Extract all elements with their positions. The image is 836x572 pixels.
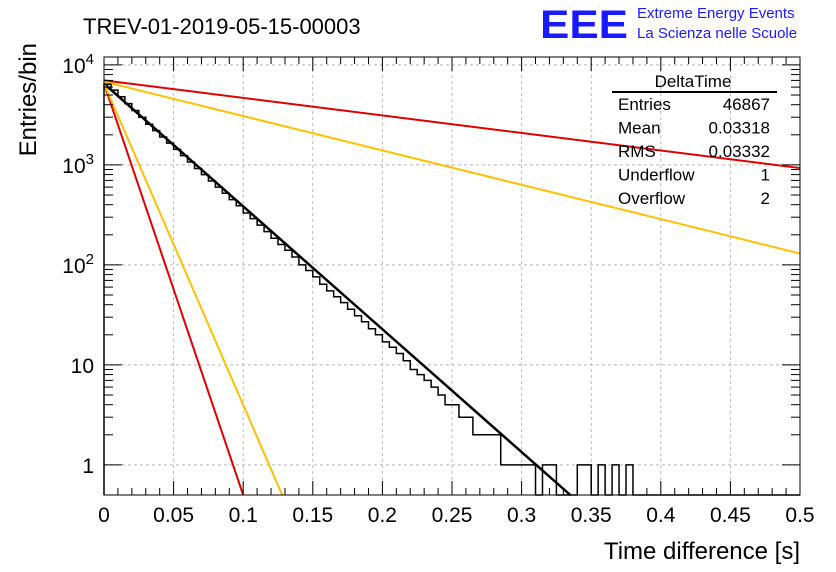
stats-label: RMS xyxy=(618,142,656,161)
x-tick-label: 0.25 xyxy=(432,504,473,527)
x-tick-label: 0.05 xyxy=(153,504,194,527)
stats-box: DeltaTime Entries 46867 Mean 0.03318 RMS 0.03… xyxy=(612,72,777,208)
stats-label: Underflow xyxy=(618,166,695,185)
logo-mark: EEE xyxy=(540,3,628,47)
x-tick-label: 0.5 xyxy=(785,504,814,527)
fit-curve xyxy=(103,82,572,496)
y-tick-label: 102 xyxy=(62,251,94,278)
x-axis: 0 0.05 0.1 0.15 0.2 0.25 0.3 0.35 0.4 0.45 0.5 xyxy=(98,57,815,527)
grid xyxy=(104,57,800,495)
logo-line2: La Scienza nelle Scuole xyxy=(637,25,797,42)
y-tick-label: 103 xyxy=(62,151,94,178)
stats-title: DeltaTime xyxy=(655,72,732,91)
logo-line1: Extreme Energy Events xyxy=(637,5,795,22)
y-tick-label: 1 xyxy=(82,455,94,478)
chart-title: TREV-01-2019-05-15-00003 xyxy=(83,14,361,39)
stats-value: 46867 xyxy=(723,95,770,114)
y-tick-label: 10 xyxy=(71,355,94,378)
x-axis-label: Time difference [s] xyxy=(604,538,800,565)
stats-value: 0.03318 xyxy=(709,119,770,138)
x-tick-label: 0.2 xyxy=(368,504,397,527)
fit-curves xyxy=(103,79,801,496)
stats-label: Entries xyxy=(618,95,671,114)
x-tick-label: 0.1 xyxy=(229,504,258,527)
x-tick-label: 0.15 xyxy=(292,504,333,527)
x-tick-label: 0 xyxy=(98,504,110,527)
histogram xyxy=(103,83,800,496)
fit-curve xyxy=(103,83,245,496)
stats-label: Overflow xyxy=(618,189,686,208)
x-tick-label: 0.4 xyxy=(646,504,676,527)
x-tick-label: 0.45 xyxy=(710,504,751,527)
fit-curve xyxy=(103,79,801,170)
stats-value: 0.03332 xyxy=(709,142,770,161)
fit-curve xyxy=(103,80,801,255)
stats-value: 2 xyxy=(761,189,770,208)
stats-value: 1 xyxy=(761,166,770,185)
stats-label: Mean xyxy=(618,119,661,138)
x-tick-label: 0.35 xyxy=(571,504,612,527)
y-axis-label: Entries/bin xyxy=(15,43,42,156)
logo: EEE Extreme Energy Events La Scienza nel… xyxy=(540,3,797,47)
fit-curve xyxy=(103,83,284,496)
x-tick-label: 0.3 xyxy=(507,504,536,527)
y-tick-label: 104 xyxy=(62,51,94,78)
